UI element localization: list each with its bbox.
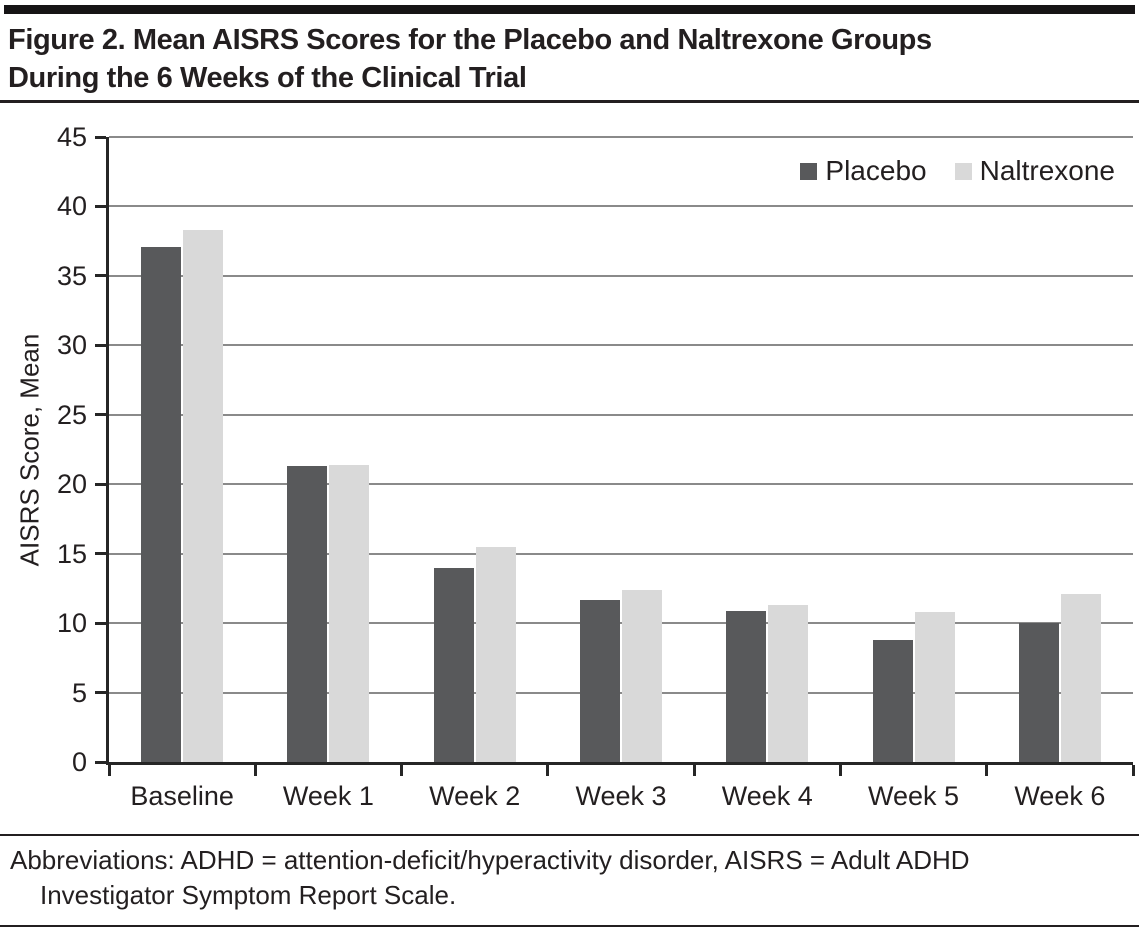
x-axis-label-week-2: Week 2 bbox=[429, 781, 521, 811]
bar-placebo-week-4 bbox=[726, 610, 767, 762]
footnote-line-2: Investigator Symptom Report Scale. bbox=[40, 880, 457, 910]
y-axis-tick-0 bbox=[95, 760, 106, 764]
y-axis-tick-25 bbox=[95, 413, 106, 417]
figure-top-rule bbox=[4, 5, 1135, 14]
y-axis-tick-label-20: 20 bbox=[56, 469, 87, 500]
y-axis-tick-label-45: 45 bbox=[56, 122, 87, 152]
bar-placebo-week-3 bbox=[580, 599, 620, 762]
y-axis-tick-label-25: 25 bbox=[56, 399, 87, 430]
legend-item-naltrexone: Naltrexone bbox=[954, 155, 1115, 187]
y-axis-tick-label-30: 30 bbox=[56, 330, 87, 361]
bar-naltrexone-week-1 bbox=[329, 464, 370, 762]
y-axis-tick-20 bbox=[95, 482, 106, 486]
footnote-line-1: Abbreviations: ADHD = attention-deficit/… bbox=[10, 845, 970, 875]
gridline-10 bbox=[109, 622, 1133, 625]
figure-title: Figure 2. Mean AISRS Scores for the Plac… bbox=[8, 21, 1133, 97]
gridline-20 bbox=[109, 483, 1133, 486]
x-axis-label-week-3: Week 3 bbox=[575, 781, 667, 811]
x-axis-tick-2 bbox=[400, 765, 404, 776]
x-axis-label-baseline: Baseline bbox=[130, 781, 234, 811]
bar-naltrexone-week-2 bbox=[475, 546, 516, 762]
y-axis-tick-label-35: 35 bbox=[56, 260, 87, 291]
x-axis-label-week-1: Week 1 bbox=[282, 781, 374, 811]
x-axis-label-week-5: Week 5 bbox=[868, 781, 960, 811]
bar-naltrexone-week-5 bbox=[914, 612, 955, 762]
x-axis-tick-3 bbox=[546, 765, 550, 776]
y-axis-title: AISRS Score, Mean bbox=[14, 333, 45, 566]
abbreviations-footnote: Abbreviations: ADHD = attention-deficit/… bbox=[0, 834, 1139, 927]
y-axis-tick-label-15: 15 bbox=[56, 538, 87, 569]
gridline-45 bbox=[109, 136, 1133, 138]
y-axis-tick-45 bbox=[95, 135, 106, 139]
bar-naltrexone-week-4 bbox=[768, 605, 809, 762]
y-axis-tick-15 bbox=[95, 552, 106, 556]
bar-placebo-week-2 bbox=[433, 567, 474, 762]
bar-chart: AISRS Score, Mean Placebo Naltrexone 0 5 1… bbox=[0, 106, 1139, 834]
y-axis-tick-5 bbox=[95, 691, 106, 695]
y-axis-tick-label-40: 40 bbox=[56, 191, 87, 222]
x-axis-tick-0 bbox=[107, 765, 111, 776]
legend: Placebo Naltrexone bbox=[800, 155, 1115, 187]
x-axis-tick-4 bbox=[692, 765, 696, 776]
gridline-15 bbox=[109, 552, 1133, 555]
title-divider-rule bbox=[0, 100, 1139, 103]
legend-item-placebo: Placebo bbox=[800, 155, 927, 187]
x-axis-label-week-6: Week 6 bbox=[1014, 781, 1106, 811]
y-axis-tick-label-10: 10 bbox=[56, 608, 87, 639]
y-axis-tick-label-5: 5 bbox=[71, 677, 87, 708]
y-axis-tick-40 bbox=[95, 204, 106, 208]
x-axis-tick-7 bbox=[1131, 765, 1135, 776]
gridline-30 bbox=[109, 344, 1133, 347]
x-axis-label-week-4: Week 4 bbox=[721, 781, 813, 811]
y-axis-tick-30 bbox=[95, 343, 106, 347]
x-axis-tick-6 bbox=[985, 765, 989, 776]
legend-label-placebo: Placebo bbox=[825, 155, 927, 186]
naltrexone-swatch-icon bbox=[954, 162, 972, 180]
bar-placebo-week-6 bbox=[1018, 623, 1059, 762]
gridline-40 bbox=[109, 205, 1133, 208]
bar-placebo-week-1 bbox=[287, 466, 328, 762]
x-axis-tick-5 bbox=[838, 765, 842, 776]
bar-placebo-week-5 bbox=[872, 639, 913, 762]
bar-naltrexone-week-3 bbox=[622, 589, 662, 762]
y-axis-tick-10 bbox=[95, 621, 106, 625]
figure-title-line-1: Figure 2. Mean AISRS Scores for the Plac… bbox=[8, 24, 932, 56]
plot-area: AISRS Score, Mean Placebo Naltrexone 0 5 1… bbox=[15, 122, 1135, 811]
gridline-5 bbox=[109, 691, 1133, 694]
gridline-25 bbox=[109, 413, 1133, 416]
figure-title-line-2: During the 6 Weeks of the Clinical Trial bbox=[8, 62, 527, 94]
y-axis-tick-label-0: 0 bbox=[71, 747, 87, 777]
placebo-swatch-icon bbox=[800, 162, 818, 180]
gridline-35 bbox=[109, 274, 1133, 277]
legend-label-naltrexone: Naltrexone bbox=[979, 155, 1115, 186]
bar-naltrexone-week-6 bbox=[1060, 593, 1101, 762]
bar-placebo-baseline bbox=[141, 246, 182, 762]
bar-naltrexone-baseline bbox=[183, 230, 224, 762]
y-axis-tick-35 bbox=[95, 274, 106, 278]
x-axis-tick-1 bbox=[253, 765, 257, 776]
